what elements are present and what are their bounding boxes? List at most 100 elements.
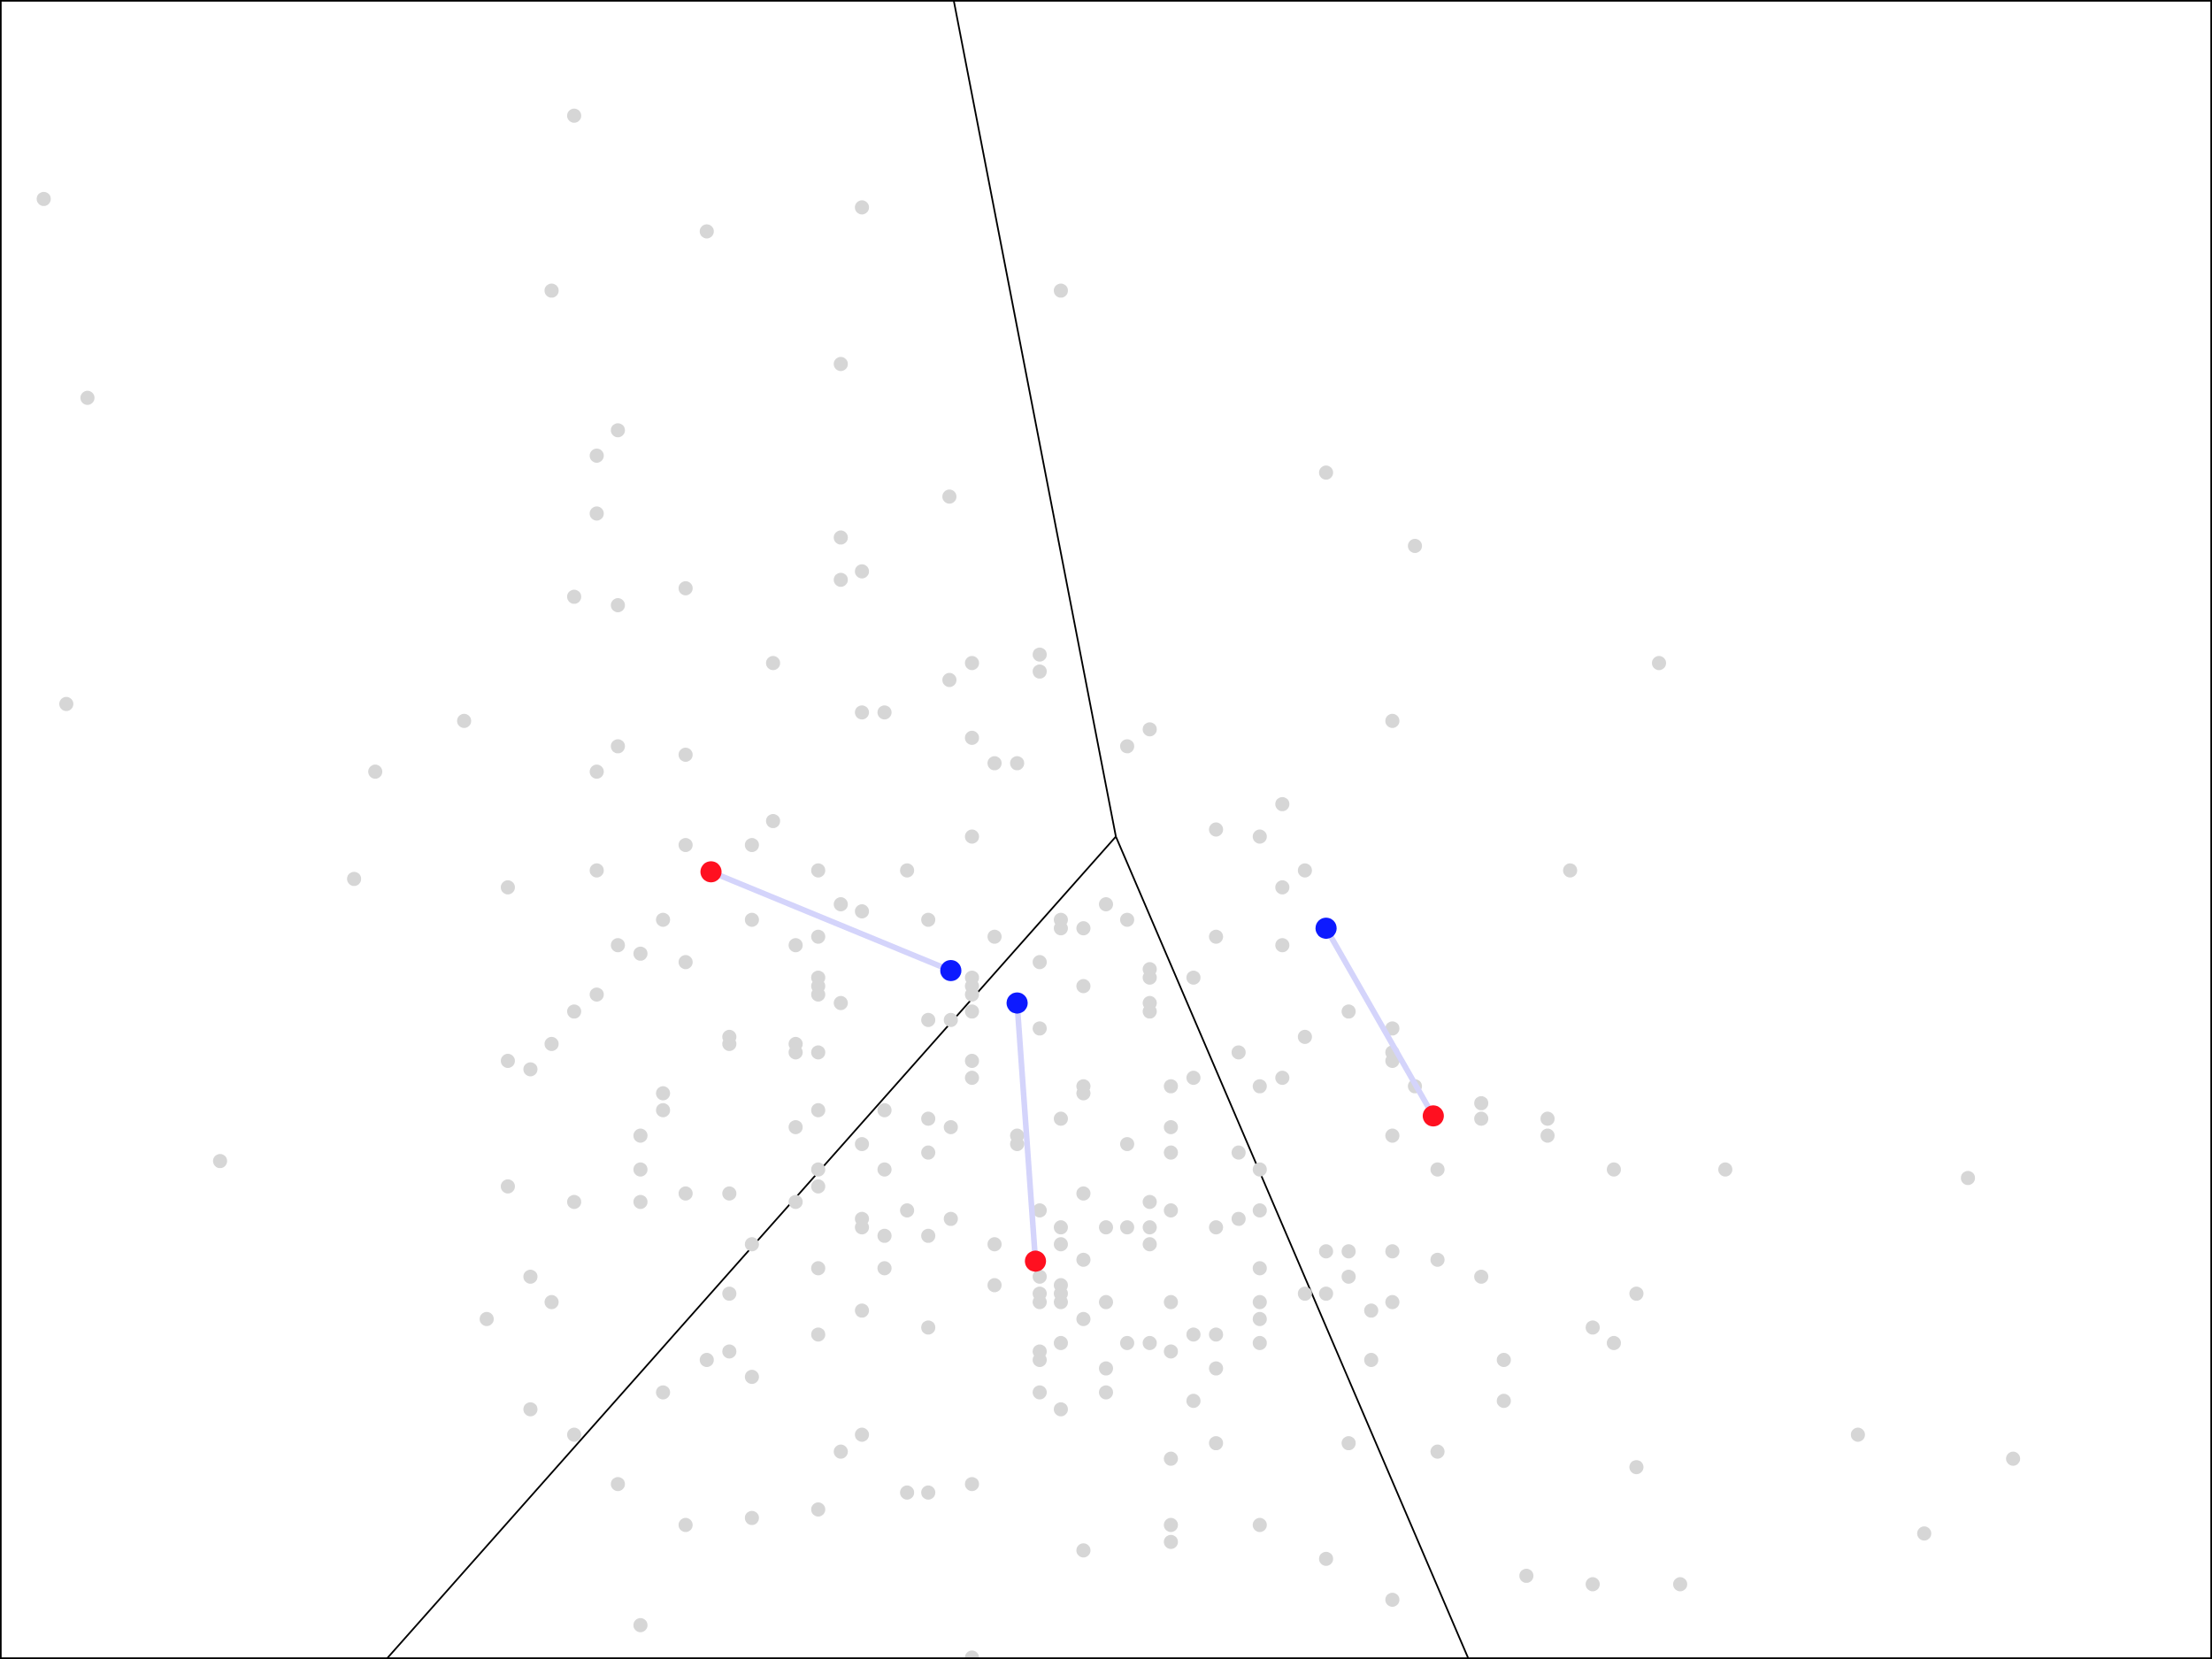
data-point — [1033, 1203, 1048, 1217]
data-point — [1054, 1111, 1068, 1126]
centroid-movement-line — [710, 869, 952, 973]
data-point — [921, 1012, 936, 1027]
data-point — [1099, 897, 1113, 911]
data-point — [921, 912, 936, 927]
data-point — [1142, 1237, 1157, 1252]
data-point — [501, 1179, 515, 1194]
centroid-movement-line — [1323, 926, 1436, 1118]
data-point — [788, 1194, 803, 1210]
data-point — [1231, 1145, 1246, 1160]
data-point — [1119, 1220, 1134, 1235]
data-point — [1033, 647, 1048, 662]
data-point — [1496, 1394, 1511, 1409]
data-point — [1252, 1294, 1267, 1310]
data-point — [1252, 1517, 1267, 1532]
data-point — [855, 1427, 870, 1442]
data-point — [1252, 1079, 1267, 1094]
data-point — [942, 489, 956, 504]
data-point — [1275, 938, 1290, 953]
data-point — [1033, 1294, 1048, 1310]
data-point — [1186, 1071, 1201, 1086]
data-point — [877, 1162, 892, 1177]
data-point — [656, 1102, 671, 1118]
data-point — [1385, 713, 1400, 728]
data-point — [36, 191, 51, 206]
data-point — [1119, 912, 1134, 927]
data-point — [1054, 912, 1068, 927]
data-point — [877, 1228, 892, 1243]
voronoi-boundaries — [386, 0, 1470, 1659]
data-point — [744, 912, 759, 927]
data-point — [900, 1485, 915, 1500]
data-point — [589, 506, 604, 521]
data-point — [678, 1517, 693, 1532]
data-point — [480, 1311, 495, 1326]
data-point — [1519, 1568, 1534, 1583]
data-point — [1186, 970, 1201, 985]
data-point — [1430, 1162, 1445, 1177]
data-point — [633, 1162, 648, 1177]
data-point — [964, 1054, 979, 1068]
data-point — [699, 224, 714, 239]
data-point — [1164, 1534, 1179, 1549]
data-point — [788, 1045, 803, 1060]
data-point — [964, 987, 979, 1002]
data-point — [744, 1237, 759, 1252]
data-point — [1099, 1294, 1113, 1310]
data-point — [1164, 1451, 1179, 1466]
data-point — [544, 283, 559, 298]
data-point — [1209, 822, 1224, 837]
data-point — [964, 730, 979, 745]
data-point — [833, 357, 849, 372]
data-point — [810, 1502, 826, 1517]
data-point — [833, 1444, 849, 1459]
data-point — [1209, 1327, 1224, 1342]
data-point — [611, 598, 626, 612]
data-point — [921, 1111, 936, 1126]
data-point — [1076, 921, 1091, 936]
data-point — [855, 1137, 870, 1152]
data-point — [855, 904, 870, 918]
data-point — [212, 1154, 227, 1169]
data-point — [1385, 1021, 1400, 1036]
data-point — [1297, 863, 1312, 878]
data-point — [1672, 1577, 1687, 1592]
data-point — [1474, 1095, 1489, 1110]
previous-centroid — [700, 861, 722, 883]
data-point — [58, 696, 73, 711]
data-point — [633, 1128, 648, 1143]
data-point — [1010, 1137, 1025, 1152]
data-point — [855, 564, 870, 579]
data-point — [678, 955, 693, 970]
data-point — [1252, 1203, 1267, 1217]
data-point — [1586, 1320, 1601, 1335]
data-point — [1054, 283, 1068, 298]
centroid-movement-lines — [710, 869, 1436, 1262]
data-point — [368, 764, 383, 780]
data-point — [1363, 1303, 1379, 1318]
data-point — [1385, 1054, 1400, 1068]
data-point — [833, 572, 849, 588]
data-point — [1164, 1517, 1179, 1532]
data-point — [964, 1650, 979, 1659]
current-centroid — [940, 959, 962, 981]
data-point — [544, 1036, 559, 1051]
data-point — [833, 897, 849, 911]
data-point — [523, 1269, 538, 1284]
data-point — [964, 1477, 979, 1492]
data-point — [566, 1194, 581, 1210]
data-point — [1164, 1344, 1179, 1359]
data-point — [1252, 1162, 1267, 1177]
data-point — [855, 1220, 870, 1235]
data-point — [611, 938, 626, 953]
data-point — [1209, 1220, 1224, 1235]
data-point — [1054, 1402, 1068, 1417]
data-point — [1186, 1394, 1201, 1409]
data-point — [744, 1370, 759, 1385]
data-point — [1252, 829, 1267, 844]
data-point — [1363, 1353, 1379, 1367]
data-point — [1033, 955, 1048, 970]
data-point — [987, 1237, 1002, 1252]
data-point — [1164, 1203, 1179, 1217]
